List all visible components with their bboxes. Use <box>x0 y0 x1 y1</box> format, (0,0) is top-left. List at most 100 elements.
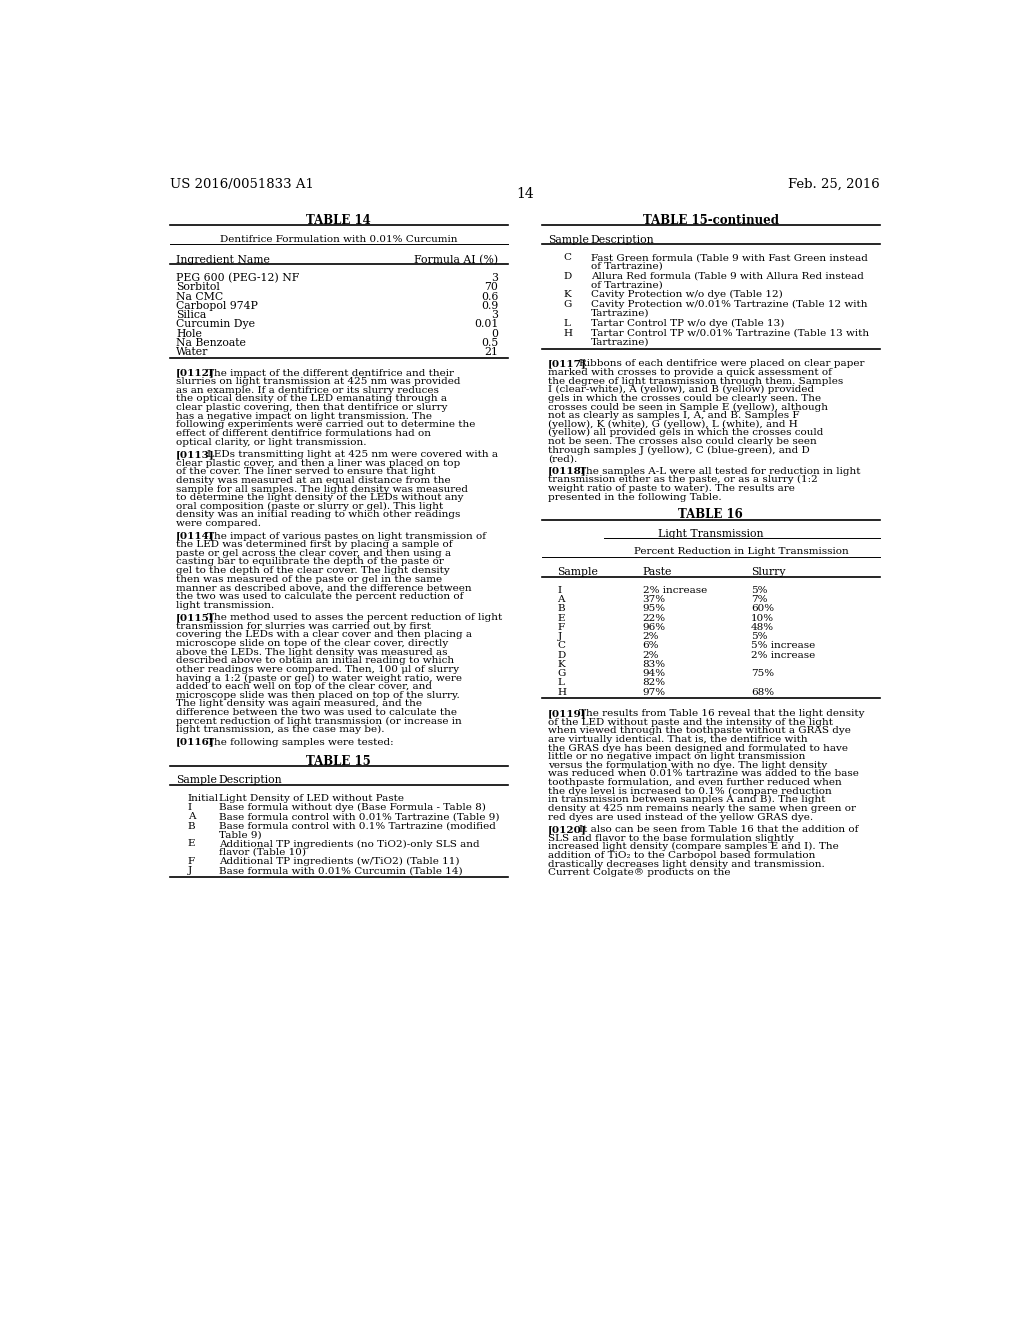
Text: of Tartrazine): of Tartrazine) <box>591 261 663 271</box>
Text: [0119]: [0119] <box>548 709 587 718</box>
Text: addition of TiO₂ to the Carbopol based formulation: addition of TiO₂ to the Carbopol based f… <box>548 851 815 859</box>
Text: sample for all samples. The light density was measured: sample for all samples. The light densit… <box>176 484 468 494</box>
Text: B: B <box>557 605 565 614</box>
Text: Sample: Sample <box>176 775 217 785</box>
Text: 96%: 96% <box>643 623 666 632</box>
Text: clear plastic cover, and then a liner was placed on top: clear plastic cover, and then a liner wa… <box>176 459 461 467</box>
Text: K: K <box>563 290 571 300</box>
Text: 2%: 2% <box>643 651 659 660</box>
Text: 14: 14 <box>516 187 534 201</box>
Text: Base formula with 0.01% Curcumin (Table 14): Base formula with 0.01% Curcumin (Table … <box>219 866 462 875</box>
Text: toothpaste formulation, and even further reduced when: toothpaste formulation, and even further… <box>548 777 842 787</box>
Text: Sorbitol: Sorbitol <box>176 282 220 292</box>
Text: Base formula control with 0.01% Tartrazine (Table 9): Base formula control with 0.01% Tartrazi… <box>219 812 499 821</box>
Text: It also can be seen from Table 16 that the addition of: It also can be seen from Table 16 that t… <box>579 825 858 834</box>
Text: Sample: Sample <box>548 235 589 244</box>
Text: [0112]: [0112] <box>176 368 215 378</box>
Text: PEG 600 (PEG-12) NF: PEG 600 (PEG-12) NF <box>176 273 299 284</box>
Text: marked with crosses to provide a quick assessment of: marked with crosses to provide a quick a… <box>548 368 831 378</box>
Text: 2%: 2% <box>643 632 659 642</box>
Text: D: D <box>557 651 565 660</box>
Text: Tartrazine): Tartrazine) <box>591 309 649 318</box>
Text: 5%: 5% <box>751 632 768 642</box>
Text: transmission either as the paste, or as a slurry (1:2: transmission either as the paste, or as … <box>548 475 818 484</box>
Text: crosses could be seen in Sample E (yellow), although: crosses could be seen in Sample E (yello… <box>548 403 828 412</box>
Text: Ingredient Name: Ingredient Name <box>176 255 270 264</box>
Text: 0.01: 0.01 <box>474 319 499 329</box>
Text: 75%: 75% <box>751 669 774 678</box>
Text: 2% increase: 2% increase <box>643 586 707 595</box>
Text: other readings were compared. Then, 100 μl of slurry: other readings were compared. Then, 100 … <box>176 665 459 673</box>
Text: E: E <box>187 840 196 849</box>
Text: Na Benzoate: Na Benzoate <box>176 338 246 347</box>
Text: not as clearly as samples I, A, and B. Samples F: not as clearly as samples I, A, and B. S… <box>548 411 800 420</box>
Text: not be seen. The crosses also could clearly be seen: not be seen. The crosses also could clea… <box>548 437 817 446</box>
Text: 10%: 10% <box>751 614 774 623</box>
Text: 21: 21 <box>484 347 499 356</box>
Text: Sample: Sample <box>557 568 598 577</box>
Text: (red).: (red). <box>548 454 578 463</box>
Text: B: B <box>187 821 196 830</box>
Text: slurries on light transmission at 425 nm was provided: slurries on light transmission at 425 nm… <box>176 378 461 387</box>
Text: The impact of various pastes on light transmission of: The impact of various pastes on light tr… <box>207 532 486 541</box>
Text: Base formula control with 0.1% Tartrazine (modified: Base formula control with 0.1% Tartrazin… <box>219 821 496 830</box>
Text: C: C <box>563 253 571 263</box>
Text: US 2016/0051833 A1: US 2016/0051833 A1 <box>170 178 313 190</box>
Text: red dyes are used instead of the yellow GRAS dye.: red dyes are used instead of the yellow … <box>548 813 813 821</box>
Text: SLS and flavor to the base formulation slightly: SLS and flavor to the base formulation s… <box>548 834 794 842</box>
Text: optical clarity, or light transmission.: optical clarity, or light transmission. <box>176 438 367 446</box>
Text: was reduced when 0.01% tartrazine was added to the base: was reduced when 0.01% tartrazine was ad… <box>548 770 859 779</box>
Text: 0.9: 0.9 <box>481 301 499 310</box>
Text: TABLE 14: TABLE 14 <box>306 214 371 227</box>
Text: Feb. 25, 2016: Feb. 25, 2016 <box>788 178 880 190</box>
Text: manner as described above, and the difference between: manner as described above, and the diffe… <box>176 583 472 593</box>
Text: Cavity Protection w/0.01% Tartrazine (Table 12 with: Cavity Protection w/0.01% Tartrazine (Ta… <box>591 300 867 309</box>
Text: the GRAS dye has been designed and formulated to have: the GRAS dye has been designed and formu… <box>548 743 848 752</box>
Text: Slurry: Slurry <box>751 568 785 577</box>
Text: K: K <box>557 660 565 669</box>
Text: The method used to asses the percent reduction of light: The method used to asses the percent red… <box>207 612 503 622</box>
Text: 82%: 82% <box>643 678 666 688</box>
Text: 0.5: 0.5 <box>481 338 499 347</box>
Text: J: J <box>557 632 561 642</box>
Text: (yellow), K (white), G (yellow), L (white), and H: (yellow), K (white), G (yellow), L (whit… <box>548 420 798 429</box>
Text: Dentifrice Formulation with 0.01% Curcumin: Dentifrice Formulation with 0.01% Curcum… <box>220 235 458 244</box>
Text: then was measured of the paste or gel in the same: then was measured of the paste or gel in… <box>176 574 442 583</box>
Text: 6%: 6% <box>643 642 659 651</box>
Text: H: H <box>557 688 566 697</box>
Text: Additional TP ingredients (w/TiO2) (Table 11): Additional TP ingredients (w/TiO2) (Tabl… <box>219 857 459 866</box>
Text: [0115]: [0115] <box>176 612 215 622</box>
Text: were compared.: were compared. <box>176 519 261 528</box>
Text: light transmission, as the case may be).: light transmission, as the case may be). <box>176 725 385 734</box>
Text: little or no negative impact on light transmission: little or no negative impact on light tr… <box>548 752 806 762</box>
Text: above the LEDs. The light density was measured as: above the LEDs. The light density was me… <box>176 648 447 656</box>
Text: increased light density (compare samples E and I). The: increased light density (compare samples… <box>548 842 839 851</box>
Text: described above to obtain an initial reading to which: described above to obtain an initial rea… <box>176 656 455 665</box>
Text: G: G <box>557 669 565 678</box>
Text: E: E <box>557 614 565 623</box>
Text: Tartar Control TP w/o dye (Table 13): Tartar Control TP w/o dye (Table 13) <box>591 318 784 327</box>
Text: Paste: Paste <box>643 568 672 577</box>
Text: when viewed through the toothpaste without a GRAS dye: when viewed through the toothpaste witho… <box>548 726 851 735</box>
Text: TABLE 15-continued: TABLE 15-continued <box>643 214 779 227</box>
Text: to determine the light density of the LEDs without any: to determine the light density of the LE… <box>176 494 464 502</box>
Text: transmission for slurries was carried out by first: transmission for slurries was carried ou… <box>176 622 431 631</box>
Text: C: C <box>557 642 565 651</box>
Text: The results from Table 16 reveal that the light density: The results from Table 16 reveal that th… <box>579 709 864 718</box>
Text: density at 425 nm remains nearly the same when green or: density at 425 nm remains nearly the sam… <box>548 804 856 813</box>
Text: [0118]: [0118] <box>548 467 587 475</box>
Text: TABLE 16: TABLE 16 <box>679 508 743 521</box>
Text: Curcumin Dye: Curcumin Dye <box>176 319 255 329</box>
Text: percent reduction of light transmission (or increase in: percent reduction of light transmission … <box>176 717 462 726</box>
Text: F: F <box>187 857 195 866</box>
Text: through samples J (yellow), C (blue-green), and D: through samples J (yellow), C (blue-gree… <box>548 446 810 454</box>
Text: The samples A-L were all tested for reduction in light: The samples A-L were all tested for redu… <box>579 467 860 475</box>
Text: The impact of the different dentifrice and their: The impact of the different dentifrice a… <box>207 368 454 378</box>
Text: L: L <box>563 318 570 327</box>
Text: of Tartrazine): of Tartrazine) <box>591 280 663 289</box>
Text: the degree of light transmission through them. Samples: the degree of light transmission through… <box>548 376 844 385</box>
Text: oral composition (paste or slurry or gel). This light: oral composition (paste or slurry or gel… <box>176 502 443 511</box>
Text: the optical density of the LED emanating through a: the optical density of the LED emanating… <box>176 395 447 404</box>
Text: 5% increase: 5% increase <box>751 642 815 651</box>
Text: A: A <box>187 812 196 821</box>
